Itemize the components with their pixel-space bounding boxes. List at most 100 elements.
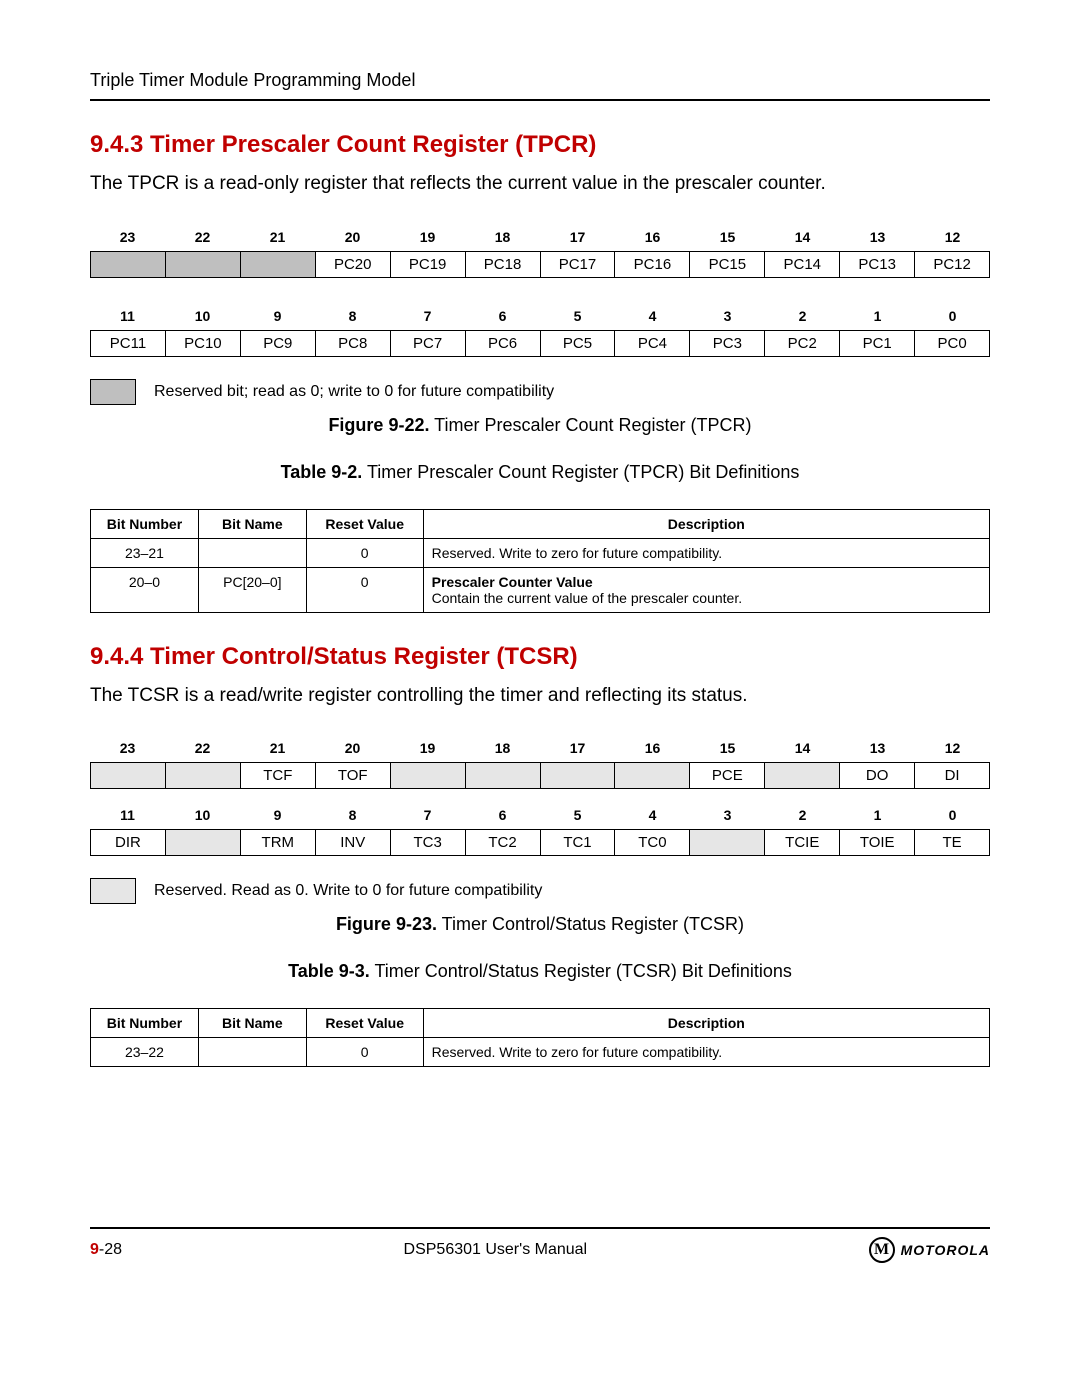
bit-number: 18 xyxy=(465,225,540,249)
reserved-bit xyxy=(165,251,240,278)
table-title: Timer Prescaler Count Register (TPCR) Bi… xyxy=(362,462,799,482)
figure-label: Figure 9-22. xyxy=(328,415,429,435)
bit-number: 3 xyxy=(690,304,765,328)
column-header: Reset Value xyxy=(306,1009,423,1038)
bit-field: DO xyxy=(839,762,914,789)
figure-title: Timer Control/Status Register (TCSR) xyxy=(437,914,744,934)
description-cell: Reserved. Write to zero for future compa… xyxy=(423,1038,989,1067)
motorola-logo: M MOTOROLA xyxy=(869,1237,990,1263)
section-943-para: The TPCR is a read-only register that re… xyxy=(90,171,990,197)
bit-field: PC5 xyxy=(540,330,615,357)
bit-number: 0 xyxy=(915,304,990,328)
table-row: 23–210Reserved. Write to zero for future… xyxy=(91,538,990,567)
bit-name-cell xyxy=(198,538,306,567)
bit-number: 1 xyxy=(840,304,915,328)
table-9-3-caption: Table 9-3. Timer Control/Status Register… xyxy=(90,961,990,982)
table-title: Timer Control/Status Register (TCSR) Bit… xyxy=(370,961,792,981)
tpcr-register-diagram: 232221201918171615141312 PC20PC19PC18PC1… xyxy=(90,225,990,357)
table-label: Table 9-3. xyxy=(288,961,370,981)
column-header: Bit Name xyxy=(198,509,306,538)
bit-field: PC10 xyxy=(165,330,240,357)
bit-field: PC18 xyxy=(465,251,540,278)
bit-field: PC8 xyxy=(315,330,390,357)
bit-number: 5 xyxy=(540,304,615,328)
bit-number: 14 xyxy=(765,225,840,249)
column-header: Bit Number xyxy=(91,1009,199,1038)
bit-number: 4 xyxy=(615,304,690,328)
bit-number: 18 xyxy=(465,736,540,760)
bit-field: PC6 xyxy=(465,330,540,357)
bit-number: 15 xyxy=(690,736,765,760)
bit-number: 14 xyxy=(765,736,840,760)
bit-field: PC12 xyxy=(914,251,990,278)
bit-field: INV xyxy=(315,829,390,856)
bit-number: 23 xyxy=(90,736,165,760)
table-9-2-caption: Table 9-2. Timer Prescaler Count Registe… xyxy=(90,462,990,483)
description-cell: Reserved. Write to zero for future compa… xyxy=(423,538,989,567)
reserved-swatch-light xyxy=(90,878,136,904)
bit-field: PC4 xyxy=(614,330,689,357)
bit-field: TOF xyxy=(315,762,390,789)
reserved-swatch xyxy=(90,379,136,405)
column-header: Description xyxy=(423,1009,989,1038)
bit-number: 22 xyxy=(165,225,240,249)
bit-field: PC0 xyxy=(914,330,990,357)
bit-field: TC2 xyxy=(465,829,540,856)
bit-field: PC16 xyxy=(614,251,689,278)
bit-number: 2 xyxy=(765,304,840,328)
column-header: Description xyxy=(423,509,989,538)
bit-number: 22 xyxy=(165,736,240,760)
reserved-bit xyxy=(540,762,615,789)
bit-number: 10 xyxy=(165,304,240,328)
bit-number: 5 xyxy=(540,803,615,827)
reserved-bit xyxy=(90,762,165,789)
bit-number: 21 xyxy=(240,225,315,249)
bit-number: 17 xyxy=(540,736,615,760)
figure-9-22-caption: Figure 9-22. Timer Prescaler Count Regis… xyxy=(90,415,990,436)
bit-number: 13 xyxy=(840,225,915,249)
bit-field: DI xyxy=(914,762,990,789)
motorola-wordmark: MOTOROLA xyxy=(901,1242,990,1258)
bit-field: TE xyxy=(914,829,990,856)
bit-number: 16 xyxy=(615,736,690,760)
page-footer: 9-28 DSP56301 User's Manual M MOTOROLA xyxy=(90,1237,990,1263)
bit-number-cell: 23–22 xyxy=(91,1038,199,1067)
tcsr-register-diagram: 232221201918171615141312 TCFTOFPCEDODI 1… xyxy=(90,736,990,856)
column-header: Reset Value xyxy=(306,509,423,538)
reserved-bit xyxy=(240,251,315,278)
reserved-bit xyxy=(689,829,764,856)
bit-field: TRM xyxy=(240,829,315,856)
column-header: Bit Number xyxy=(91,509,199,538)
reserved-bit xyxy=(165,762,240,789)
bit-number: 3 xyxy=(690,803,765,827)
bit-field: TCF xyxy=(240,762,315,789)
tpcr-legend-text: Reserved bit; read as 0; write to 0 for … xyxy=(154,383,554,401)
bit-field: PC11 xyxy=(90,330,165,357)
bit-number: 16 xyxy=(615,225,690,249)
bit-number: 1 xyxy=(840,803,915,827)
reset-value-cell: 0 xyxy=(306,538,423,567)
reserved-bit xyxy=(465,762,540,789)
bit-number: 15 xyxy=(690,225,765,249)
bit-field: TOIE xyxy=(839,829,914,856)
bit-number: 13 xyxy=(840,736,915,760)
bit-field: PC3 xyxy=(689,330,764,357)
section-943-heading: 9.4.3 Timer Prescaler Count Register (TP… xyxy=(90,131,990,159)
bit-number: 10 xyxy=(165,803,240,827)
footer-rule xyxy=(90,1227,990,1229)
bit-field: TC3 xyxy=(390,829,465,856)
column-header: Bit Name xyxy=(198,1009,306,1038)
tcsr-legend-text: Reserved. Read as 0. Write to 0 for futu… xyxy=(154,882,542,900)
tcsr-legend: Reserved. Read as 0. Write to 0 for futu… xyxy=(90,878,990,904)
bit-number: 8 xyxy=(315,304,390,328)
bit-field: TC1 xyxy=(540,829,615,856)
bit-field: PCE xyxy=(689,762,764,789)
section-944-para: The TCSR is a read/write register contro… xyxy=(90,683,990,709)
reserved-bit xyxy=(390,762,465,789)
bit-field: PC2 xyxy=(764,330,839,357)
bit-field: TCIE xyxy=(764,829,839,856)
figure-label: Figure 9-23. xyxy=(336,914,437,934)
bit-number: 8 xyxy=(315,803,390,827)
table-row: 20–0PC[20–0]0Prescaler Counter ValueCont… xyxy=(91,567,990,612)
page-num: -28 xyxy=(99,1241,122,1258)
